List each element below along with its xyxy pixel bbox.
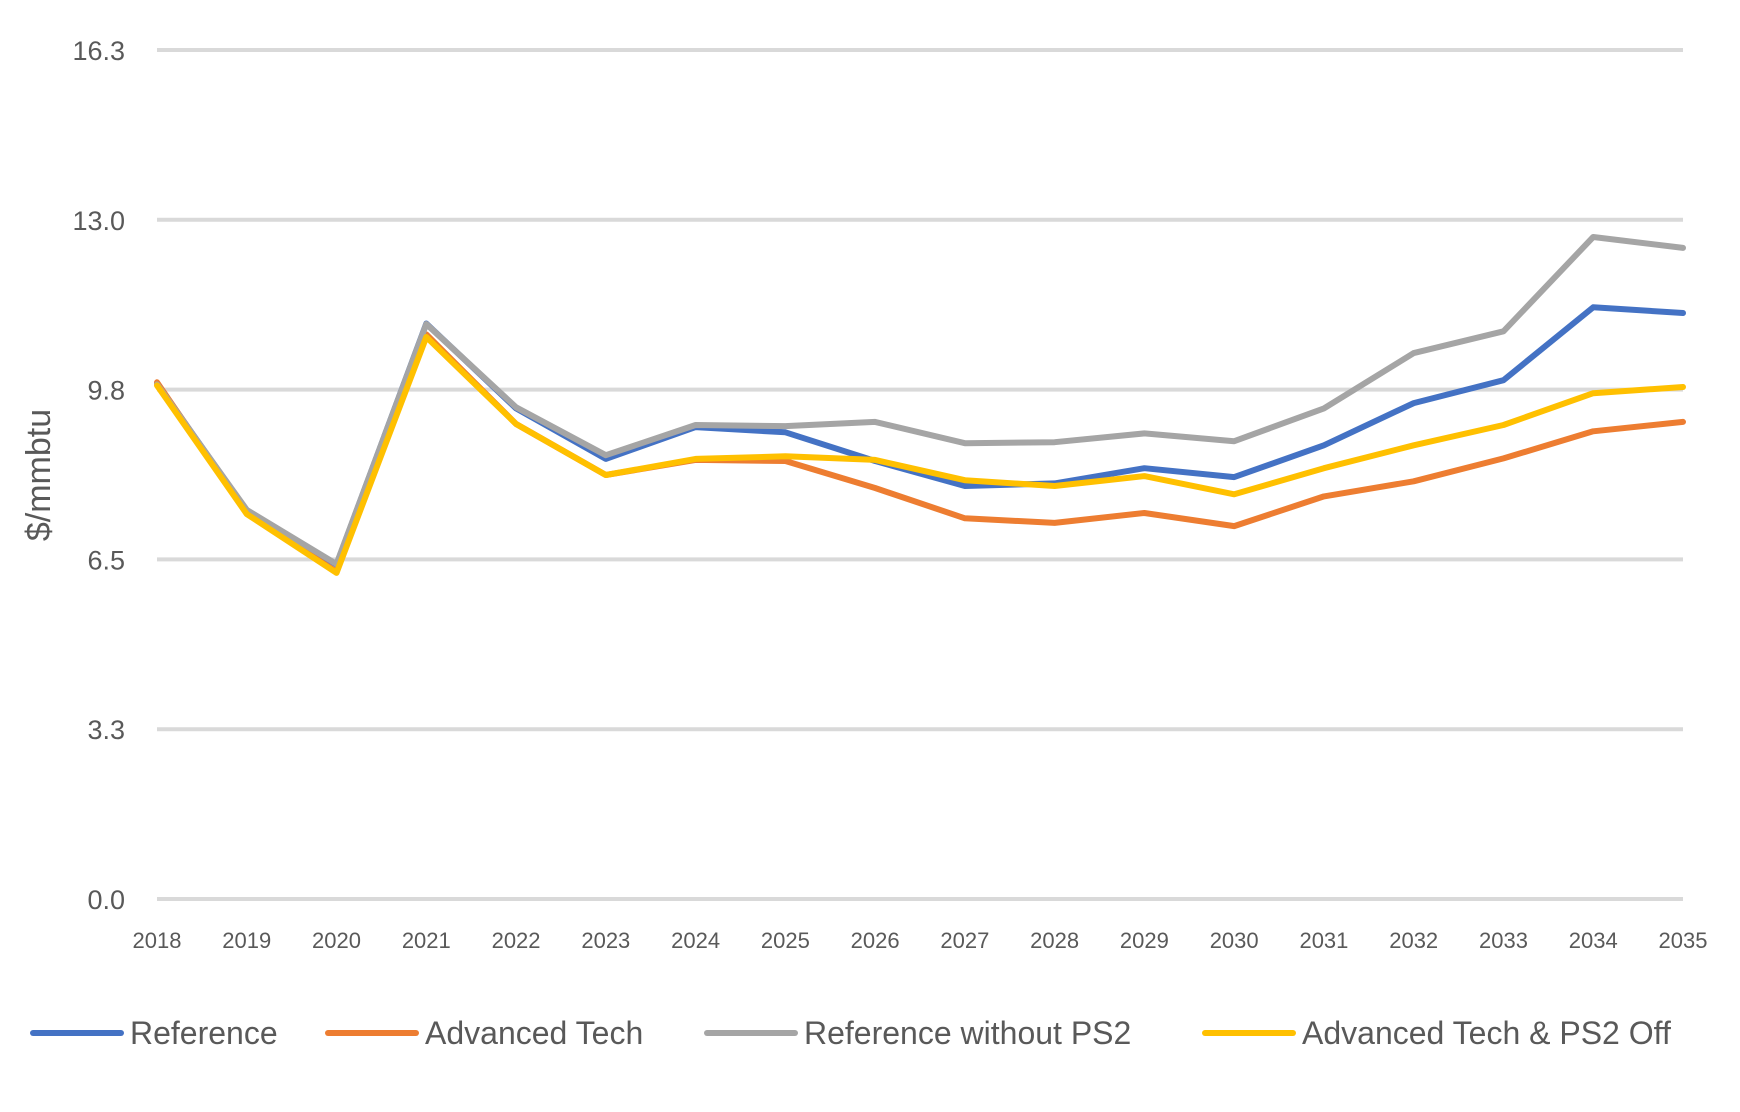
x-tick-label: 2021: [402, 928, 451, 953]
x-tick-label: 2034: [1569, 928, 1618, 953]
series-line-advanced-tech: [154, 331, 1686, 575]
x-tick-label: 2032: [1389, 928, 1438, 953]
x-tick-label: 2024: [671, 928, 720, 953]
legend-label: Advanced Tech: [425, 1015, 643, 1051]
x-tick-label: 2020: [312, 928, 361, 953]
x-tick-label: 2035: [1659, 928, 1708, 953]
y-tick-label: 13.0: [72, 206, 125, 236]
legend-item: Advanced Tech & PS2 Off: [1202, 1015, 1671, 1051]
y-tick-label: 3.3: [87, 715, 125, 745]
series-line-reference-without-ps2: [154, 234, 1686, 568]
x-tick-label: 2033: [1479, 928, 1528, 953]
x-tick-label: 2026: [851, 928, 900, 953]
x-axis-ticks: 2018 2019 2020 2021 2022 2023 2024 2025 2026 2027…: [133, 928, 1708, 953]
x-tick-label: 2027: [940, 928, 989, 953]
y-tick-label: 16.3: [72, 36, 125, 66]
legend-item: Advanced Tech: [325, 1015, 643, 1051]
legend-item: Reference without PS2: [704, 1015, 1131, 1051]
legend-item: Reference: [30, 1015, 278, 1051]
y-tick-label: 9.8: [87, 376, 125, 406]
x-tick-label: 2018: [133, 928, 182, 953]
y-tick-label: 0.0: [87, 885, 125, 915]
x-tick-label: 2022: [492, 928, 541, 953]
x-tick-label: 2031: [1299, 928, 1348, 953]
y-axis-label: $/mmbtu: [20, 409, 58, 541]
series-line-advanced-tech-ps2-off: [154, 334, 1686, 576]
x-tick-label: 2019: [222, 928, 271, 953]
y-tick-label: 6.5: [87, 545, 125, 575]
gridlines: [157, 48, 1683, 901]
x-tick-label: 2028: [1030, 928, 1079, 953]
y-axis-ticks: 0.0 3.3 6.5 9.8 13.0 16.3: [72, 36, 125, 915]
legend-label: Reference: [130, 1015, 278, 1051]
legend: Reference Advanced Tech Reference without …: [30, 1015, 1671, 1051]
legend-label: Advanced Tech & PS2 Off: [1302, 1015, 1671, 1051]
legend-label: Reference without PS2: [804, 1015, 1131, 1051]
x-tick-label: 2025: [761, 928, 810, 953]
x-tick-label: 2023: [581, 928, 630, 953]
x-tick-label: 2029: [1120, 928, 1169, 953]
series-lines: [154, 234, 1686, 576]
x-tick-label: 2030: [1210, 928, 1259, 953]
